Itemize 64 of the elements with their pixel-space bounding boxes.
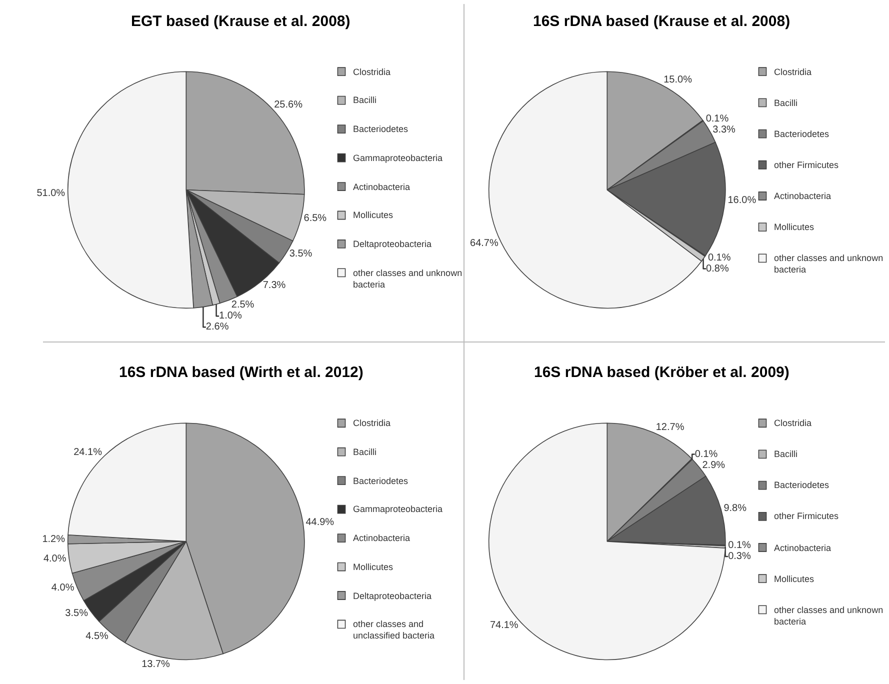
legend-label: Actinobacteria <box>774 191 832 201</box>
data-label: 2.9% <box>702 460 726 471</box>
legend-label: other classes and unclassified bacteria <box>353 619 435 641</box>
data-label: 0.1% <box>708 252 731 264</box>
legend-label: Clostridia <box>774 67 812 77</box>
legend-label: Bacilli <box>774 449 798 459</box>
legend-label: Mollicutes <box>353 210 394 220</box>
legend-label: Gammaproteobacteria <box>353 153 443 163</box>
data-label: 3.5% <box>65 608 88 619</box>
data-label: 16.0% <box>728 194 756 206</box>
legend-label: other classes and unknown bacteria <box>774 253 884 275</box>
legend-label: other classes and unknown bacteria <box>353 268 462 290</box>
data-label: 0.1% <box>728 540 752 552</box>
data-label: 0.8% <box>706 263 729 274</box>
legend-label: Mollicutes <box>774 222 815 232</box>
data-label: 4.5% <box>86 630 108 642</box>
legend-label: other Firmicutes <box>774 160 840 170</box>
data-label: 15.0% <box>664 74 692 86</box>
legend-label: Deltaproteobacteria <box>353 239 432 249</box>
data-label: 3.3% <box>712 124 736 136</box>
data-label: 25.6% <box>274 100 303 111</box>
legend-label: Bacteriodetes <box>774 480 830 490</box>
legend-label: Actinobacteria <box>353 533 410 543</box>
data-label: 7.3% <box>262 280 286 292</box>
legend-label: Gammaproteobacteria <box>353 504 443 514</box>
chart-title: EGT based (Krause et al. 2008) <box>131 13 350 30</box>
data-label: 0.1% <box>706 113 729 124</box>
legend-label: Mollicutes <box>353 562 394 572</box>
data-label: 12.7% <box>656 422 684 434</box>
data-label: 0.3% <box>728 551 751 562</box>
data-label: 24.1% <box>74 447 102 458</box>
legend-label: Actinobacteria <box>774 543 832 553</box>
legend-label: Actinobacteria <box>353 182 410 192</box>
data-label: 4.0% <box>43 553 66 564</box>
legend-label: Clostridia <box>353 418 391 428</box>
legend-label: Clostridia <box>774 418 812 428</box>
chart-title: 16S rDNA based (Wirth et al. 2012) <box>119 364 364 381</box>
data-label: 64.7% <box>470 238 498 250</box>
legend-label: Bacilli <box>774 98 798 108</box>
legend-label: Bacteriodetes <box>353 476 409 486</box>
legend-label: Clostridia <box>353 67 391 77</box>
data-label: 1.2% <box>42 534 66 545</box>
chart-title: 16S rDNA based (Krause et al. 2008) <box>533 13 790 30</box>
data-label: 74.1% <box>490 620 518 631</box>
legend-label: Bacteriodetes <box>774 129 830 139</box>
legend-label: Deltaproteobacteria <box>353 591 432 601</box>
data-label: 6.5% <box>304 213 327 224</box>
data-label: 44.9% <box>306 517 334 528</box>
data-label: 0.1% <box>694 448 718 460</box>
data-label: 4.0% <box>51 582 74 594</box>
legend-label: Mollicutes <box>774 574 815 584</box>
legend-label: Bacilli <box>353 447 377 457</box>
legend-label: other Firmicutes <box>774 511 840 521</box>
legend-label: Bacteriodetes <box>353 124 409 134</box>
data-label: 13.7% <box>142 658 170 670</box>
data-label: 1.0% <box>219 310 242 322</box>
data-label: 51.0% <box>36 188 66 200</box>
legend-label: Bacilli <box>353 95 377 105</box>
data-label: 2.6% <box>206 322 229 333</box>
data-label: 9.8% <box>724 503 747 514</box>
chart-title: 16S rDNA based (Kröber et al. 2009) <box>534 364 790 381</box>
legend-label: other classes and unknown bacteria <box>774 605 884 627</box>
data-label: 2.5% <box>231 300 254 311</box>
data-label: 3.5% <box>289 248 312 260</box>
